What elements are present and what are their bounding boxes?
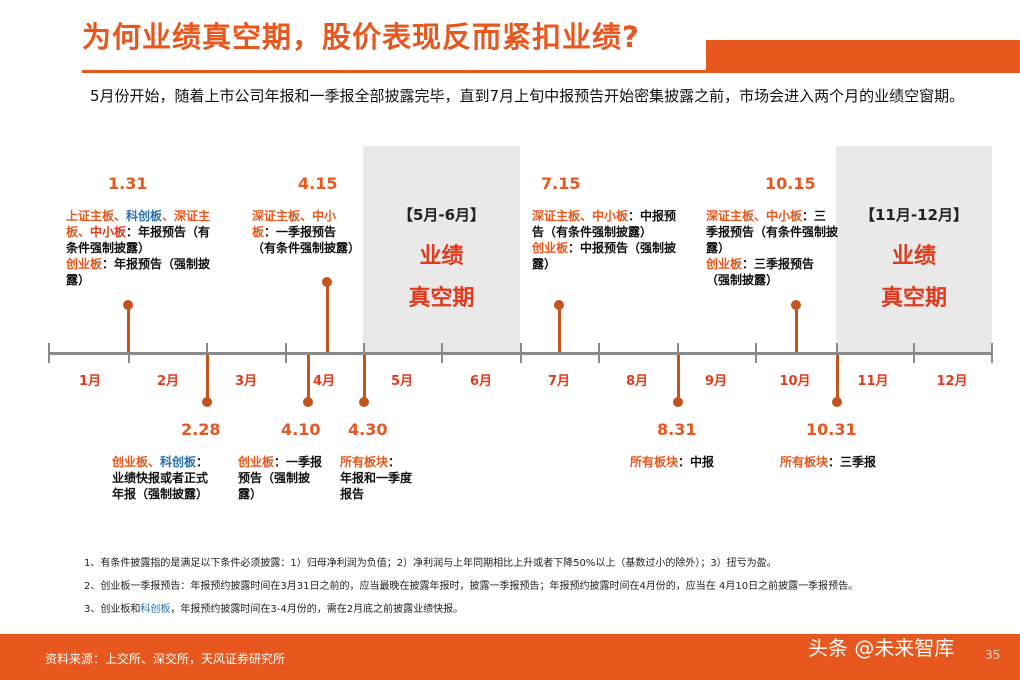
source-note: 资料来源：上交所、深交所，天风证券研究所 [45,652,286,666]
footer-bar [0,634,1020,680]
panel-line1: 业绩 [891,244,936,269]
event-dot [202,397,212,407]
event-date: 10.31 [806,420,857,439]
title-accent-bar [706,40,1020,72]
event-desc: 创业板：一季报预告（强制披露） [238,455,323,501]
event-desc: 所有板块：三季报 [780,455,877,469]
month-label: 11月 [857,374,889,389]
event-dot [791,300,801,310]
footnote-1: 1、有条件披露指的是满足以下条件必须披露：1）归母净利润为负值；2）净利润与上年… [84,558,777,569]
event-stem [558,305,561,352]
axis-tick [598,343,600,363]
event-desc: 所有板块：中报 [630,455,715,469]
event-date: 8.31 [657,420,697,439]
axis-tick [48,343,50,363]
event-dot [832,397,842,407]
axis-tick [441,343,443,363]
month-label: 3月 [234,374,258,389]
event-stem [326,282,329,352]
event-dot [123,300,133,310]
footnote-2: 2、创业板一季报预告：年报预约披露时间在3月31日之前的，应当最晚在披露年报时，… [84,581,859,592]
event-dot [359,397,369,407]
month-label: 10月 [779,374,811,389]
event-stem [127,305,130,352]
panel-line1: 业绩 [419,244,464,269]
axis-tick [755,343,757,363]
month-label: 6月 [469,374,493,389]
event-date: 4.10 [281,420,321,439]
event-desc: 创业板、科创板：业绩快报或者正式年报（强制披露） [112,455,209,501]
footnotes: 1、有条件披露指的是满足以下条件必须披露：1）归母净利润为负值；2）净利润与上年… [84,552,984,621]
event-dot [303,397,313,407]
event-desc: 深证主板、中小板：一季报预告（有条件强制披露） [252,209,361,255]
event-date: 2.28 [181,420,221,439]
axis-tick [991,343,993,363]
month-label: 9月 [704,374,728,389]
footnote-3: 3、创业板和科创板，年报预约披露时间在3-4月份的，需在2月底之前披露业绩快报。 [84,604,464,615]
month-label: 5月 [390,374,414,389]
event-stem [307,355,310,400]
panel-line2: 真空期 [408,286,475,311]
axis-tick [285,343,287,363]
event-stem [677,355,680,400]
axis-tick [128,343,130,363]
event-desc: 上证主板、科创板、深证主板、中小板：年报预告（有条件强制披露） 创业板：年报预告… [66,209,211,287]
month-label: 8月 [625,374,649,389]
event-stem [795,305,798,352]
axis-tick [836,343,838,363]
axis-tick [520,343,522,363]
event-dot [554,300,564,310]
watermark: 头条 @未来智库 [808,636,955,660]
month-label: 7月 [547,374,571,389]
event-stem [836,355,839,400]
title-underline [82,70,1020,73]
axis-tick [913,343,915,363]
event-date: 4.30 [348,420,388,439]
event-desc: 深证主板、中小板：中报预告（有条件强制披露） 创业板：中报预告（强制披露） [532,209,677,271]
event-date: 1.31 [108,174,148,193]
month-label: 2月 [156,374,180,389]
event-date: 10.15 [765,174,816,193]
event-dot [322,277,332,287]
event-date: 7.15 [541,174,581,193]
vacuum-panel-may-june: 【5月-6月】 业绩 真空期 [363,146,520,352]
axis-tick [677,343,679,363]
panel-label: 【11月-12月】 [860,206,968,224]
panel-label: 【5月-6月】 [397,206,486,224]
page-number: 35 [985,648,1001,662]
event-desc: 深证主板、中小板：三季报预告（有条件强制披露） 创业板：三季报预告（强制披露） [706,209,839,287]
event-date: 4.15 [298,174,338,193]
event-stem [206,355,209,400]
axis-tick [206,343,208,363]
intro-paragraph: 5月份开始，随着上市公司年报和一季报全部披露完毕，直到7月上旬中报预告开始密集披… [90,87,965,105]
event-desc: 所有板块： 年报和一季度报告 [340,455,413,501]
event-dot [673,397,683,407]
month-label: 4月 [312,374,336,389]
vacuum-panel-nov-dec: 【11月-12月】 业绩 真空期 [836,146,992,352]
axis-tick [363,343,365,363]
month-label: 1月 [78,374,102,389]
page-title: 为何业绩真空期，股价表现反而紧扣业绩? [82,20,640,54]
panel-line2: 真空期 [880,286,947,311]
event-stem [363,355,366,400]
month-label: 12月 [936,374,968,389]
